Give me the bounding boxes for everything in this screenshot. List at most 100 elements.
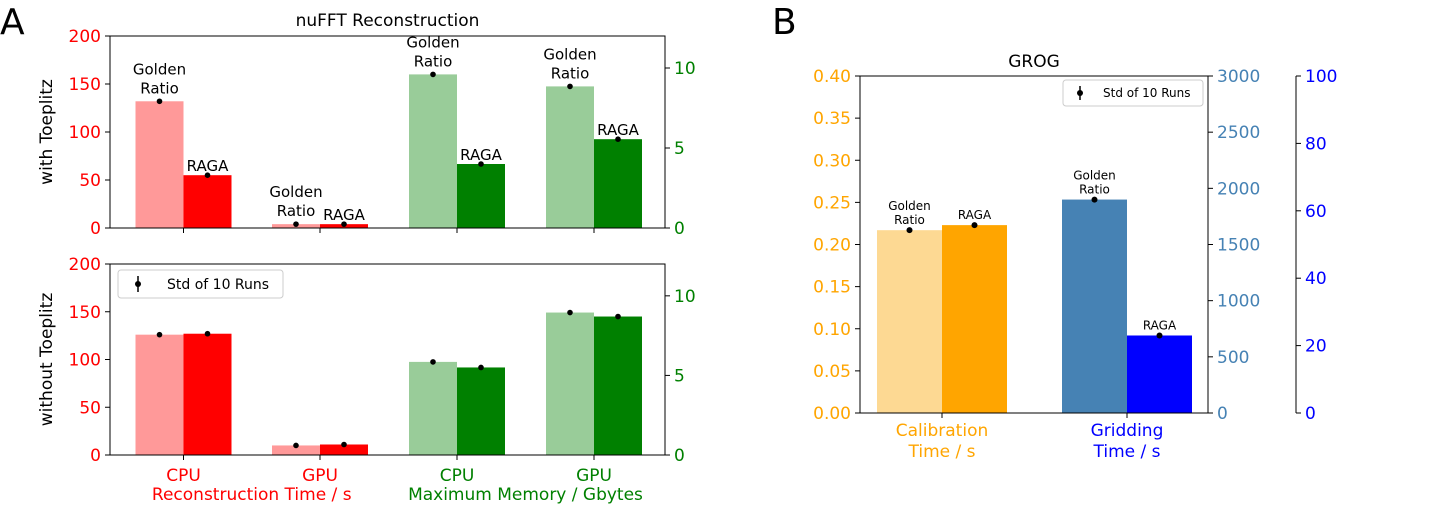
right-tick-label: 0 [674,446,685,466]
error-point [615,136,621,142]
bar-label-golden-ratio: Golden [269,183,322,201]
left-tick-label: 0 [90,219,101,239]
bar-calibration-golden-ratio [877,230,942,413]
x-category-label: CPU [166,466,201,486]
left-tick-label: 200 [69,255,101,275]
left-tick-label: 150 [69,303,101,323]
panel-label-a: A [0,2,25,43]
left-tick-label: 0.35 [813,109,851,129]
bar-label-raga: RAGA [187,157,229,175]
bar-label-golden-ratio: Golden [133,60,186,78]
bar-label-golden-ratio: Ratio [894,213,925,227]
chart-title: nuFFT Reconstruction [296,11,480,31]
right-tick-label: 10 [674,59,696,79]
error-point [293,221,299,227]
left-tick-label: 0.25 [813,193,851,213]
bar-raga [183,333,232,455]
bar-label-golden-ratio: Golden [543,45,596,63]
error-point [293,442,299,449]
right-tick-label: 1000 [1217,292,1260,312]
error-point [1156,332,1163,339]
right-tick-label: 0 [674,219,685,239]
left-tick-label: 150 [69,75,101,95]
bar-calibration-raga [942,225,1007,413]
bar-label-raga: RAGA [597,121,639,139]
offset-tick-label: 0 [1305,404,1316,424]
bar-raga [457,367,505,455]
left-tick-label: 0.15 [813,278,851,298]
y-axis-label: without Toeplitz [37,293,57,427]
bar-label-raga: RAGA [323,206,365,224]
offset-tick-label: 100 [1305,67,1337,87]
x-category-label: Time / s [1093,442,1161,462]
right-tick-label: 1500 [1217,236,1260,256]
error-point [430,359,436,365]
right-tick-label: 500 [1217,348,1249,368]
legend-marker [135,281,141,287]
bar-golden-ratio [135,334,184,455]
legend-marker [1077,90,1083,96]
x-category-label: Gridding [1091,421,1164,441]
x-category-label: CPU [440,466,475,486]
x-category-label: GPU [302,466,338,486]
left-tick-label: 0.00 [813,404,851,424]
right-tick-label: 5 [674,366,685,386]
bar-label-golden-ratio: Golden [406,33,459,51]
x-group-label-memory: Maximum Memory / Gbytes [408,485,643,505]
error-point [615,313,621,320]
bar-golden-ratio [409,74,457,229]
bar-label-golden-ratio: Ratio [414,52,453,70]
error-point [341,221,347,227]
right-tick-label: 2500 [1217,123,1260,143]
right-tick-label: 10 [674,287,696,307]
bar-raga [320,444,368,455]
legend-label: Std of 10 Runs [1103,86,1190,100]
left-tick-label: 0.30 [813,151,851,171]
subplot-without-toeplitz: 0 50 100 150 200 0 5 10 without Toeplitz Std of 1… [37,255,696,466]
bar-label-golden-ratio: Ratio [1079,183,1110,197]
error-point [156,98,163,105]
nufft-chart: nuFFT ReconstructionGoldenRatioRAGAGolde… [37,11,696,505]
panel-label-b: B [772,2,797,43]
error-point [478,161,484,167]
left-tick-label: 0.40 [813,67,851,87]
offset-tick-label: 20 [1305,337,1327,357]
left-tick-label: 200 [69,27,101,47]
offset-tick-label: 40 [1305,269,1327,289]
left-tick-label: 0.20 [813,236,851,256]
bar-label-raga: RAGA [958,208,992,222]
left-tick-label: 0.10 [813,320,851,340]
left-tick-label: 100 [69,351,101,371]
right-tick-label: 2000 [1217,179,1260,199]
error-point [971,222,978,229]
x-category-label: Time / s [908,442,976,462]
bar-raga [457,164,505,228]
left-tick-label: 50 [79,398,101,418]
bar-gridding-raga [1127,335,1192,413]
error-point [341,441,347,448]
left-tick-label: 0 [90,446,101,466]
error-point [156,331,163,338]
bar-label-golden-ratio: Golden [888,199,931,213]
error-point [906,227,913,234]
bar-raga [183,175,232,228]
legend-box [117,269,284,299]
bar-raga [594,139,642,228]
error-point [1091,196,1098,203]
legend-box [1062,79,1204,107]
y-axis-label: with Toeplitz [37,79,57,185]
error-point [204,172,211,178]
bar-gridding-golden-ratio [1062,199,1127,413]
right-tick-label: 5 [674,139,685,159]
left-tick-label: 50 [79,171,101,191]
offset-tick-label: 60 [1305,202,1327,222]
right-tick-label: 3000 [1217,67,1260,87]
bar-golden-ratio [546,312,594,455]
left-tick-label: 0.05 [813,362,851,382]
right-tick-label: 0 [1217,404,1228,424]
bar-raga [594,316,642,455]
bar-golden-ratio [272,445,320,455]
error-point [204,330,211,337]
